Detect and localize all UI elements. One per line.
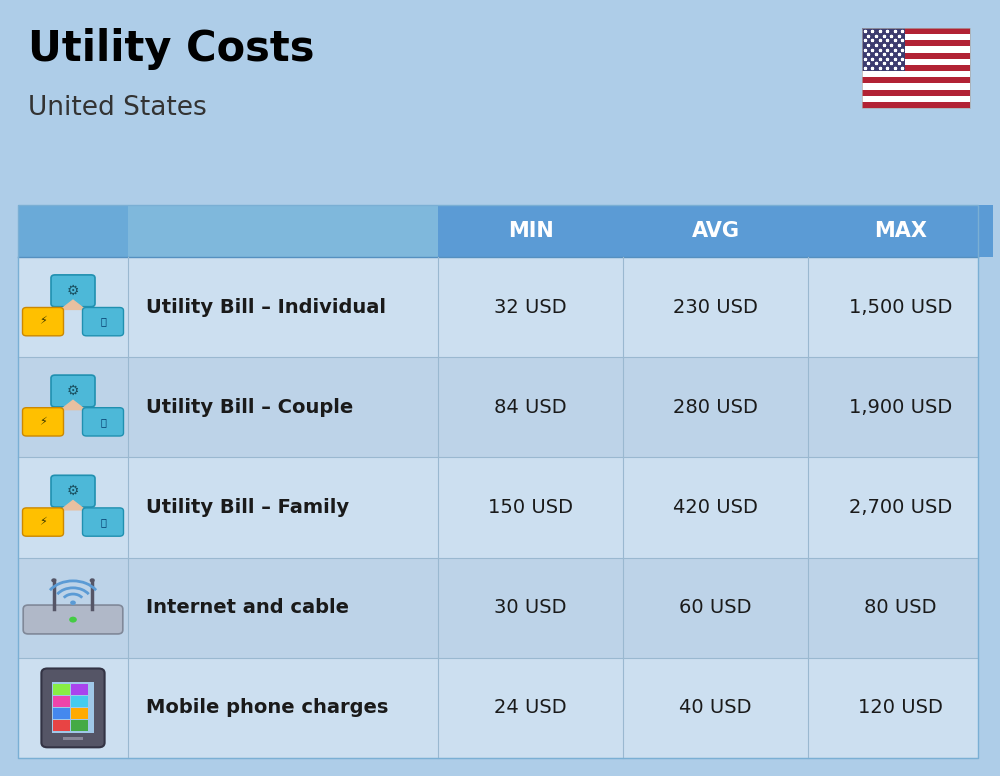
Bar xyxy=(862,28,905,71)
Text: 🚰: 🚰 xyxy=(100,517,106,527)
FancyBboxPatch shape xyxy=(51,375,95,407)
FancyBboxPatch shape xyxy=(51,475,95,507)
Text: MAX: MAX xyxy=(874,221,927,241)
Bar xyxy=(18,357,978,457)
Text: 1,900 USD: 1,900 USD xyxy=(849,398,952,417)
FancyBboxPatch shape xyxy=(82,508,124,536)
Text: Utility Costs: Utility Costs xyxy=(28,28,314,70)
FancyBboxPatch shape xyxy=(22,307,64,336)
Bar xyxy=(18,658,978,758)
Text: 2,700 USD: 2,700 USD xyxy=(849,498,952,517)
Bar xyxy=(71,684,88,695)
Bar xyxy=(862,59,970,65)
Polygon shape xyxy=(61,400,85,410)
Bar xyxy=(53,696,70,707)
FancyBboxPatch shape xyxy=(82,307,124,336)
Bar xyxy=(862,89,970,95)
Bar xyxy=(862,40,970,47)
Bar xyxy=(862,102,970,108)
Text: 280 USD: 280 USD xyxy=(673,398,758,417)
Text: 24 USD: 24 USD xyxy=(494,698,567,717)
Bar xyxy=(862,78,970,83)
FancyBboxPatch shape xyxy=(23,605,123,634)
Text: 🚰: 🚰 xyxy=(100,317,106,327)
Text: Utility Bill – Individual: Utility Bill – Individual xyxy=(146,298,386,317)
Bar xyxy=(862,34,970,40)
Text: ⚡: ⚡ xyxy=(39,417,47,427)
Bar xyxy=(71,696,88,707)
Text: 84 USD: 84 USD xyxy=(494,398,567,417)
Text: Utility Bill – Family: Utility Bill – Family xyxy=(146,498,349,517)
Bar xyxy=(808,205,993,257)
Polygon shape xyxy=(61,300,85,310)
Bar xyxy=(862,65,970,71)
Polygon shape xyxy=(61,501,85,510)
FancyBboxPatch shape xyxy=(41,668,105,747)
Bar xyxy=(862,47,970,53)
Circle shape xyxy=(69,617,77,622)
Bar xyxy=(18,205,128,257)
Bar xyxy=(18,558,978,658)
Text: Utility Bill – Couple: Utility Bill – Couple xyxy=(146,398,353,417)
Text: 1,500 USD: 1,500 USD xyxy=(849,298,952,317)
Text: 30 USD: 30 USD xyxy=(494,598,567,617)
Bar xyxy=(52,682,94,733)
Bar xyxy=(623,205,808,257)
Bar xyxy=(438,205,623,257)
Bar xyxy=(862,71,970,78)
Bar xyxy=(862,53,970,59)
Text: ⚙: ⚙ xyxy=(67,284,79,298)
Text: AVG: AVG xyxy=(692,221,740,241)
Bar xyxy=(862,28,970,108)
FancyBboxPatch shape xyxy=(82,407,124,436)
Text: 40 USD: 40 USD xyxy=(679,698,752,717)
Text: ⚡: ⚡ xyxy=(39,317,47,327)
Bar xyxy=(128,205,438,257)
Text: 60 USD: 60 USD xyxy=(679,598,752,617)
Bar xyxy=(862,83,970,89)
Text: 🚰: 🚰 xyxy=(100,417,106,427)
Bar xyxy=(71,708,88,719)
Text: 32 USD: 32 USD xyxy=(494,298,567,317)
Text: Mobile phone charges: Mobile phone charges xyxy=(146,698,388,717)
FancyBboxPatch shape xyxy=(22,508,64,536)
Circle shape xyxy=(70,601,76,605)
Bar xyxy=(18,205,978,758)
Bar xyxy=(53,684,70,695)
Text: ⚡: ⚡ xyxy=(39,517,47,527)
Text: 80 USD: 80 USD xyxy=(864,598,937,617)
Bar xyxy=(71,720,88,731)
Text: 230 USD: 230 USD xyxy=(673,298,758,317)
Bar xyxy=(63,737,83,740)
Bar xyxy=(18,457,978,558)
Bar xyxy=(53,708,70,719)
FancyBboxPatch shape xyxy=(51,275,95,307)
Text: MIN: MIN xyxy=(508,221,553,241)
Text: Internet and cable: Internet and cable xyxy=(146,598,349,617)
Bar xyxy=(18,257,978,357)
Text: ⚙: ⚙ xyxy=(67,484,79,498)
Text: 150 USD: 150 USD xyxy=(488,498,573,517)
Text: 120 USD: 120 USD xyxy=(858,698,943,717)
Circle shape xyxy=(51,578,56,582)
Circle shape xyxy=(90,578,95,582)
Text: 420 USD: 420 USD xyxy=(673,498,758,517)
Text: ⚙: ⚙ xyxy=(67,384,79,398)
Text: United States: United States xyxy=(28,95,207,121)
Bar xyxy=(862,28,970,34)
Bar xyxy=(862,95,970,102)
FancyBboxPatch shape xyxy=(22,407,64,436)
Bar xyxy=(53,720,70,731)
